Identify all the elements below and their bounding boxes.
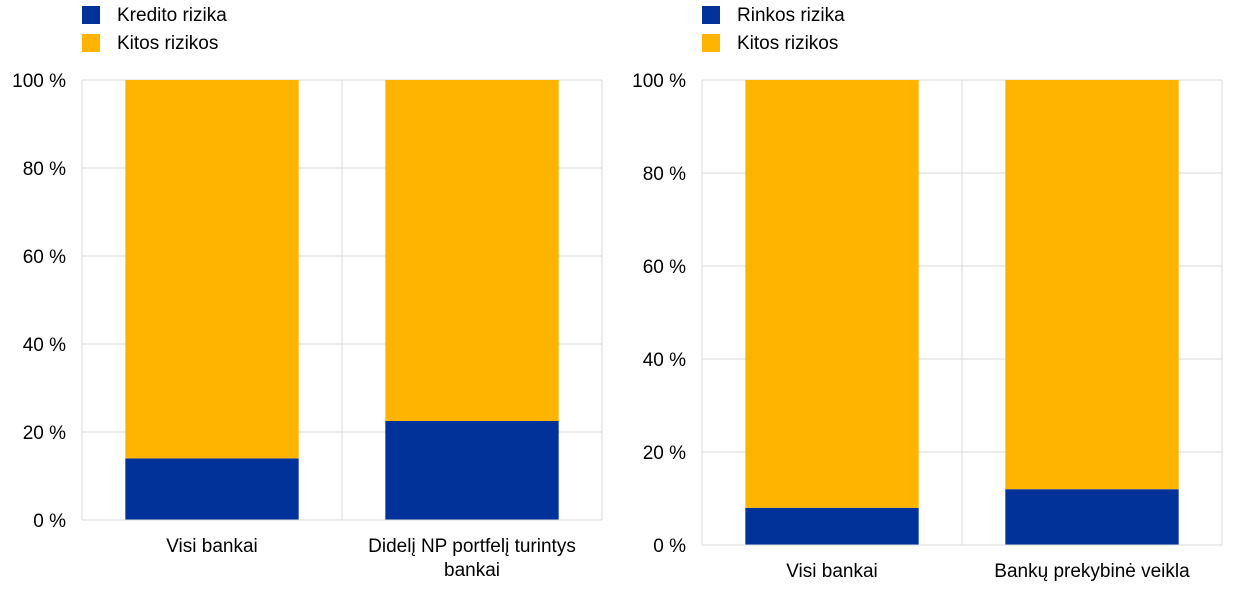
bar-segment-0 (385, 421, 559, 520)
y-tick-label: 20 % (643, 443, 686, 464)
y-tick-label: 20 % (23, 423, 66, 444)
x-category-label: Bankų prekybinė veikla (994, 561, 1190, 582)
bar-segment-0 (745, 507, 919, 545)
y-tick-label: 80 % (643, 164, 686, 185)
y-tick-label: 100 % (632, 71, 686, 92)
y-tick-label: 60 % (23, 247, 66, 268)
bar-segment-1 (385, 80, 559, 421)
y-tick-label: 100 % (12, 71, 66, 92)
legend-label-0: Rinkos rizika (737, 5, 845, 26)
legend-swatch-1 (702, 34, 720, 52)
legend-swatch-0 (702, 6, 720, 24)
x-category-label: Visi bankai (166, 536, 258, 557)
y-tick-label: 0 % (33, 511, 66, 532)
legend-label-0: Kredito rizika (117, 5, 227, 26)
x-category-label: Didelį NP portfelį turintys bankai (368, 536, 576, 581)
chart-market-risk: Rinkos rizika Kitos rizikos 0 % 20 % 40 % 60 … (632, 5, 1223, 582)
bar-segment-1 (1005, 80, 1179, 490)
legend-label-1: Kitos rizikos (117, 33, 218, 54)
chart-credit-risk: Kredito rizika Kitos rizikos 0 % 20 % 40 % 60… (12, 5, 603, 581)
y-tick-label: 60 % (643, 257, 686, 278)
y-tick-label: 40 % (23, 335, 66, 356)
y-tick-label: 0 % (653, 536, 686, 557)
bar-segment-0 (125, 458, 299, 520)
bar-segment-1 (125, 80, 299, 459)
legend-swatch-0 (82, 6, 100, 24)
x-category-label: Visi bankai (786, 561, 878, 582)
y-tick-label: 80 % (23, 159, 66, 180)
legend-swatch-1 (82, 34, 100, 52)
legend-label-1: Kitos rizikos (737, 33, 838, 54)
bar-segment-1 (745, 80, 919, 508)
y-tick-label: 40 % (643, 350, 686, 371)
bar-segment-0 (1005, 489, 1179, 545)
